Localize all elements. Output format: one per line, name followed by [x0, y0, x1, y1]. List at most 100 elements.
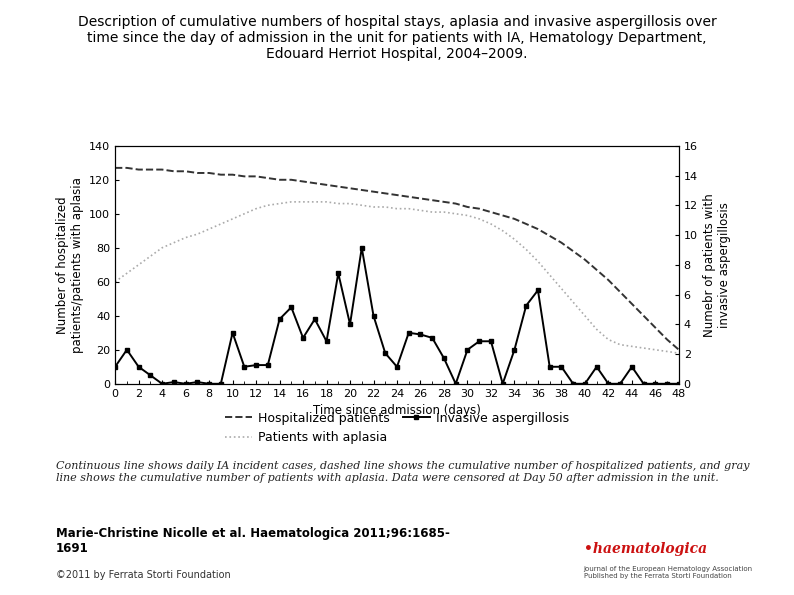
- Hospitalized patients: [486, 208, 495, 215]
- Hospitalized patients: [122, 164, 132, 171]
- Hospitalized patients: [275, 176, 284, 183]
- Patients with aplasia: [639, 345, 649, 352]
- Invasive aspergillosis: [486, 338, 495, 345]
- Invasive aspergillosis: [557, 363, 566, 370]
- Patients with aplasia: [169, 239, 179, 246]
- Patients with aplasia: [134, 261, 144, 268]
- Patients with aplasia: [263, 202, 272, 209]
- Patients with aplasia: [287, 198, 296, 205]
- Patients with aplasia: [299, 198, 308, 205]
- Hospitalized patients: [263, 174, 272, 181]
- Hospitalized patients: [251, 173, 260, 180]
- Hospitalized patients: [569, 248, 578, 255]
- Patients with aplasia: [275, 200, 284, 207]
- Invasive aspergillosis: [145, 372, 155, 379]
- Hospitalized patients: [674, 346, 684, 353]
- Hospitalized patients: [216, 171, 225, 178]
- Hospitalized patients: [392, 192, 402, 199]
- Patients with aplasia: [181, 234, 191, 241]
- Line: Invasive aspergillosis: Invasive aspergillosis: [113, 245, 681, 386]
- Invasive aspergillosis: [228, 329, 237, 336]
- Hospitalized patients: [310, 180, 319, 187]
- Y-axis label: Numebr of patients with
invasive aspergillosis: Numebr of patients with invasive aspergi…: [703, 193, 731, 337]
- Invasive aspergillosis: [451, 380, 461, 387]
- Invasive aspergillosis: [310, 315, 319, 322]
- Patients with aplasia: [592, 326, 601, 333]
- Invasive aspergillosis: [404, 329, 414, 336]
- Invasive aspergillosis: [463, 346, 472, 353]
- Patients with aplasia: [603, 336, 613, 343]
- Invasive aspergillosis: [240, 363, 249, 370]
- Invasive aspergillosis: [674, 380, 684, 387]
- Invasive aspergillosis: [216, 380, 225, 387]
- Invasive aspergillosis: [263, 362, 272, 369]
- Invasive aspergillosis: [157, 380, 167, 387]
- Patients with aplasia: [322, 198, 331, 205]
- Invasive aspergillosis: [287, 303, 296, 311]
- Invasive aspergillosis: [322, 338, 331, 345]
- Patients with aplasia: [380, 203, 390, 211]
- Hospitalized patients: [463, 203, 472, 211]
- Invasive aspergillosis: [439, 355, 449, 362]
- Hospitalized patients: [181, 168, 191, 175]
- Invasive aspergillosis: [169, 378, 179, 386]
- Invasive aspergillosis: [345, 321, 355, 328]
- Invasive aspergillosis: [510, 346, 519, 353]
- Patients with aplasia: [510, 236, 519, 243]
- X-axis label: Time since admission (days): Time since admission (days): [313, 404, 481, 417]
- Hospitalized patients: [439, 198, 449, 205]
- Invasive aspergillosis: [275, 315, 284, 322]
- Invasive aspergillosis: [357, 244, 367, 251]
- Hospitalized patients: [615, 289, 625, 296]
- Hospitalized patients: [404, 193, 414, 201]
- Invasive aspergillosis: [615, 380, 625, 387]
- Invasive aspergillosis: [498, 380, 507, 387]
- Invasive aspergillosis: [110, 363, 120, 370]
- Patients with aplasia: [204, 226, 214, 233]
- Hospitalized patients: [427, 196, 437, 203]
- Invasive aspergillosis: [580, 380, 590, 387]
- Patients with aplasia: [216, 220, 225, 227]
- Hospitalized patients: [603, 277, 613, 284]
- Patients with aplasia: [193, 231, 202, 238]
- Patients with aplasia: [545, 271, 554, 278]
- Hospitalized patients: [639, 312, 649, 320]
- Patients with aplasia: [650, 346, 660, 353]
- Invasive aspergillosis: [333, 270, 343, 277]
- Patients with aplasia: [228, 215, 237, 223]
- Invasive aspergillosis: [627, 363, 637, 370]
- Invasive aspergillosis: [251, 362, 260, 369]
- Patients with aplasia: [475, 215, 484, 223]
- Hospitalized patients: [416, 195, 426, 202]
- Patients with aplasia: [333, 200, 343, 207]
- Invasive aspergillosis: [545, 363, 554, 370]
- Invasive aspergillosis: [475, 338, 484, 345]
- Hospitalized patients: [627, 300, 637, 308]
- Patients with aplasia: [357, 202, 367, 209]
- Patients with aplasia: [498, 227, 507, 234]
- Hospitalized patients: [157, 166, 167, 173]
- Hospitalized patients: [592, 267, 601, 274]
- Patients with aplasia: [662, 348, 672, 355]
- Invasive aspergillosis: [427, 334, 437, 342]
- Hospitalized patients: [357, 186, 367, 193]
- Hospitalized patients: [510, 215, 519, 223]
- Hospitalized patients: [204, 170, 214, 177]
- Patients with aplasia: [368, 203, 378, 211]
- Text: journal of the European Hematology Association
Published by the Ferrata Storti F: journal of the European Hematology Assoc…: [584, 566, 753, 580]
- Patients with aplasia: [557, 285, 566, 292]
- Patients with aplasia: [427, 208, 437, 215]
- Hospitalized patients: [650, 324, 660, 331]
- Invasive aspergillosis: [650, 380, 660, 387]
- Invasive aspergillosis: [522, 302, 531, 309]
- Invasive aspergillosis: [533, 287, 542, 294]
- Patients with aplasia: [145, 253, 155, 260]
- Text: Continuous line shows daily IA incident cases, dashed line shows the cumulative : Continuous line shows daily IA incident …: [56, 461, 749, 483]
- Hospitalized patients: [533, 226, 542, 233]
- Hospitalized patients: [580, 256, 590, 263]
- Hospitalized patients: [134, 166, 144, 173]
- Hospitalized patients: [498, 212, 507, 219]
- Hospitalized patients: [475, 205, 484, 212]
- Text: Marie-Christine Nicolle et al. Haematologica 2011;96:1685-
1691: Marie-Christine Nicolle et al. Haematolo…: [56, 527, 449, 555]
- Patients with aplasia: [404, 205, 414, 212]
